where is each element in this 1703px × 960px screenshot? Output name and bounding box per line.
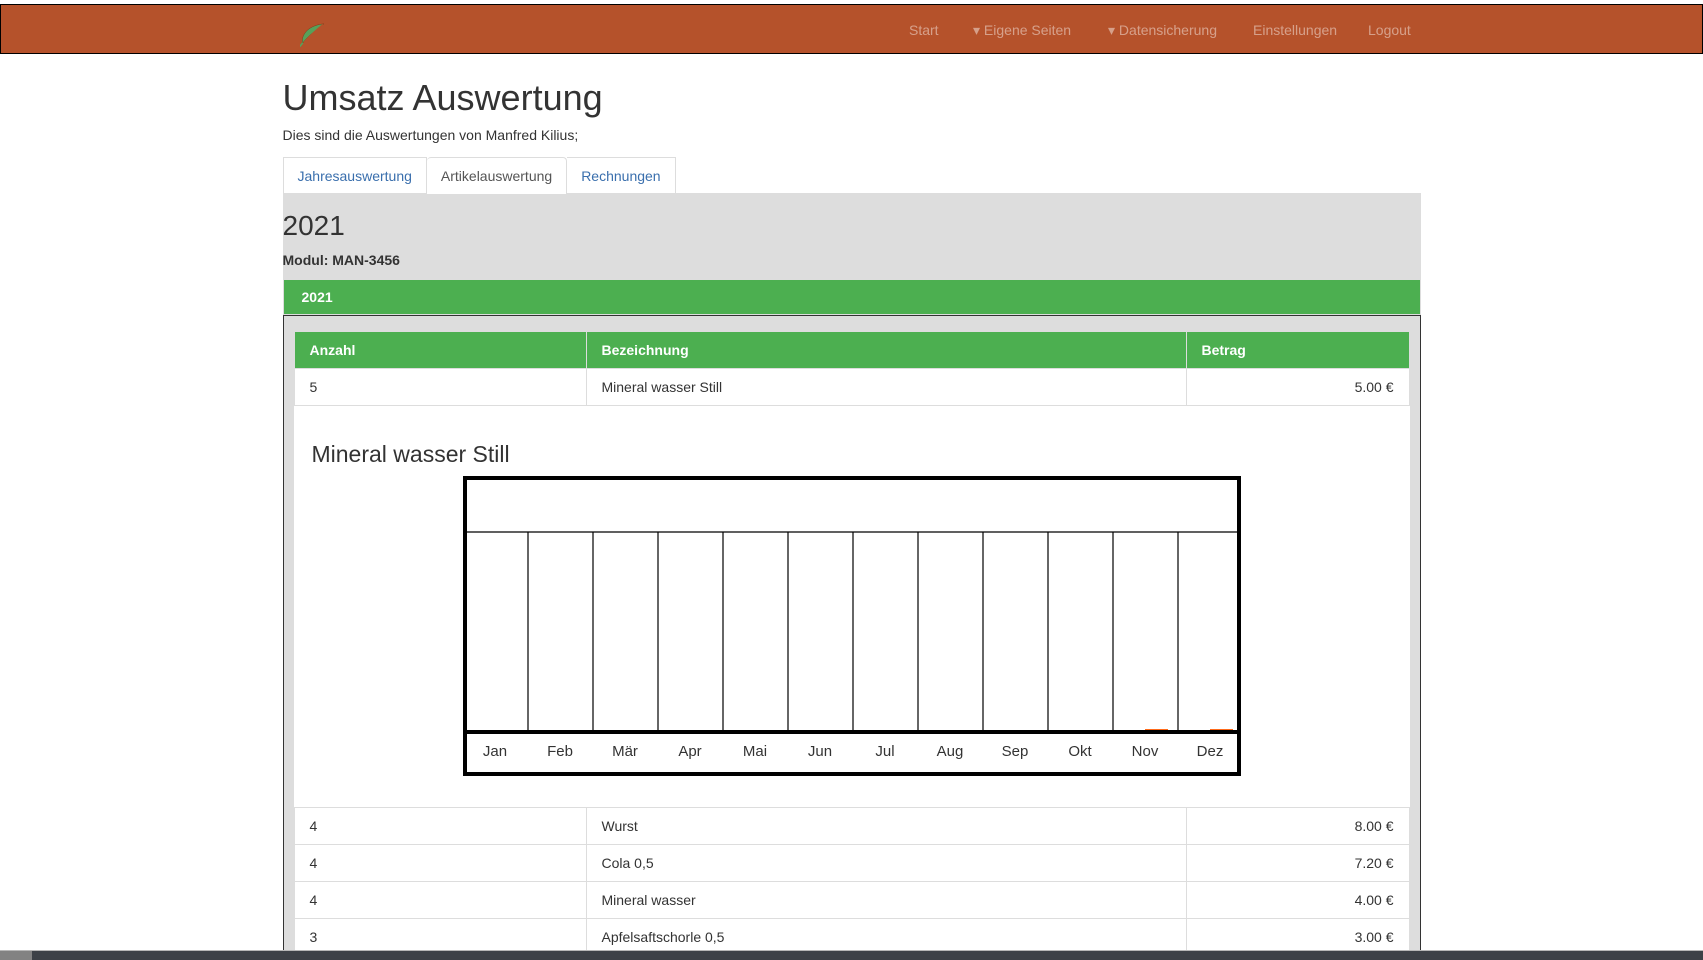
svg-text:Nov: Nov	[1131, 743, 1158, 760]
svg-text:Apr: Apr	[678, 743, 701, 760]
svg-text:Okt: Okt	[1068, 743, 1092, 760]
svg-text:Jul: Jul	[875, 743, 894, 760]
svg-text:Sep: Sep	[1001, 743, 1028, 760]
svg-text:Aug: Aug	[936, 743, 963, 760]
svg-text:Mai: Mai	[742, 743, 766, 760]
svg-text:Dez: Dez	[1196, 743, 1223, 760]
svg-text:Mär: Mär	[612, 743, 638, 760]
svg-text:Jan: Jan	[482, 743, 506, 760]
svg-text:Feb: Feb	[547, 743, 573, 760]
svg-text:Jun: Jun	[807, 743, 831, 760]
